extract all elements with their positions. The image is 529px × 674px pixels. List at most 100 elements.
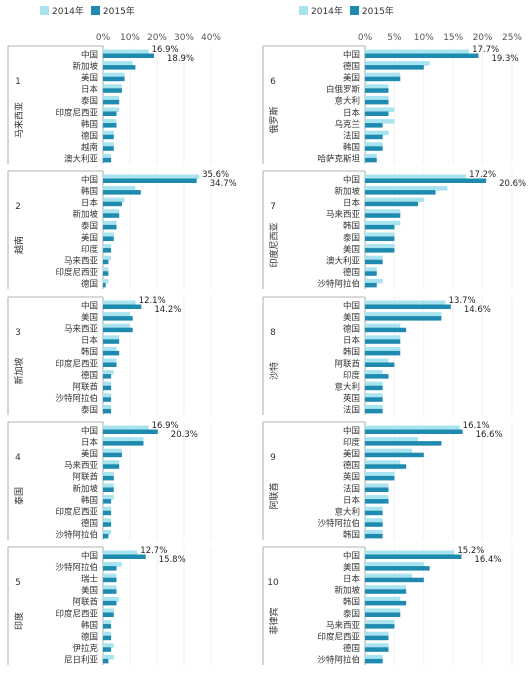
bar-2014: [365, 267, 377, 272]
bar-2015: [103, 600, 117, 606]
bar-2014: [103, 358, 117, 363]
bar-2015: [103, 157, 112, 163]
data-label-2015: 16.4%: [474, 555, 501, 565]
category-label: 韩国: [81, 495, 98, 506]
bar-2015: [365, 533, 383, 539]
bar-2015: [103, 88, 122, 93]
bar-2014: [365, 107, 395, 112]
category-label: 印度: [81, 244, 99, 255]
bar-2015: [365, 385, 383, 391]
bar-2015: [103, 53, 155, 58]
category-label: 美国: [343, 312, 360, 323]
category-label: 英国: [343, 393, 360, 404]
bar-2015: [365, 65, 424, 70]
bar-2014: [103, 585, 117, 590]
legend-label-2014: 2014年: [311, 7, 343, 17]
category-label: 美国: [343, 244, 360, 255]
bar-2014: [103, 448, 122, 454]
bar-2014: [365, 119, 395, 124]
bar-2014: [365, 174, 467, 179]
bar-2015: [365, 327, 407, 333]
bar-2015: [103, 374, 112, 379]
bar-2015: [365, 499, 389, 504]
bar-2014: [103, 244, 112, 249]
panel-country-label: 新加坡: [13, 357, 25, 384]
tick-label: 40%: [201, 33, 221, 43]
bar-2014: [103, 153, 112, 159]
category-label: 印度尼西亚: [55, 267, 98, 278]
bar-2015: [103, 533, 109, 539]
category-label: 马来西亚: [64, 461, 99, 471]
data-label-2015: 34.7%: [210, 179, 237, 189]
bar-2015: [103, 429, 158, 434]
data-label-2014: 35.6%: [202, 170, 229, 180]
bar-2015: [103, 441, 144, 446]
category-label: 马来西亚: [326, 621, 361, 631]
category-label: 新加坡: [72, 483, 98, 494]
bar-2014: [103, 312, 130, 317]
bar-2014: [365, 404, 383, 410]
bar-2014: [103, 381, 112, 387]
bar-2014: [365, 460, 401, 465]
panel-number: 9: [270, 453, 276, 463]
bar-2014: [103, 255, 112, 261]
bar-2015: [365, 190, 436, 195]
panel-number: 1: [15, 77, 21, 87]
bar-2015: [365, 213, 401, 218]
bar-2014: [365, 186, 448, 191]
bar-2014: [365, 323, 401, 329]
category-label: 泰国: [81, 96, 98, 107]
category-label: 德国: [81, 131, 98, 142]
bar-2014: [103, 335, 120, 340]
bar-2014: [365, 425, 460, 430]
bar-2014: [103, 232, 114, 237]
bar-2014: [103, 631, 112, 637]
bar-2015: [103, 350, 120, 356]
bar-2014: [103, 300, 136, 305]
category-label: 韩国: [343, 142, 360, 153]
panel-number: 5: [15, 578, 21, 588]
tick-label: 25%: [502, 33, 522, 43]
bar-2014: [103, 620, 112, 625]
category-label: 德国: [343, 460, 360, 471]
category-label: 新加坡: [334, 585, 360, 596]
legend-swatch-2014: [40, 6, 49, 15]
bar-2015: [103, 76, 125, 82]
bar-2015: [365, 441, 442, 446]
legend-swatch-2015: [349, 6, 359, 15]
tick-label: 0%: [358, 33, 373, 43]
category-label: 日本: [81, 198, 99, 209]
bar-2015: [365, 350, 401, 356]
category-label: 白俄罗斯: [326, 84, 361, 95]
bar-2015: [103, 475, 114, 481]
bar-2014: [365, 562, 424, 567]
category-label: 意大利: [334, 382, 360, 393]
bar-2015: [103, 612, 114, 617]
bar-2014: [103, 393, 112, 398]
data-label-2015: 14.2%: [154, 305, 181, 315]
data-label-2015: 18.9%: [167, 54, 194, 64]
bar-2015: [103, 134, 114, 140]
category-label: 韩国: [343, 530, 360, 541]
category-label: 德国: [81, 518, 98, 529]
panel-number: 8: [270, 328, 276, 338]
bar-2014: [365, 483, 389, 488]
category-label: 沙特阿拉伯: [55, 530, 98, 541]
tick-label: 20%: [147, 33, 167, 43]
bar-2015: [365, 146, 383, 151]
category-label: 韩国: [343, 597, 360, 608]
category-label: 德国: [81, 632, 98, 643]
category-label: 美国: [81, 73, 98, 84]
bar-2015: [103, 123, 117, 128]
bar-2014: [103, 608, 114, 613]
bar-2014: [103, 95, 120, 101]
category-label: 韩国: [81, 347, 98, 358]
bar-2015: [365, 88, 389, 93]
bar-2015: [103, 224, 117, 230]
category-label: 韩国: [343, 347, 360, 358]
panel-number: 6: [270, 77, 276, 87]
bar-2015: [103, 201, 122, 207]
bar-2015: [365, 304, 451, 309]
tick-label: 30%: [174, 33, 194, 43]
